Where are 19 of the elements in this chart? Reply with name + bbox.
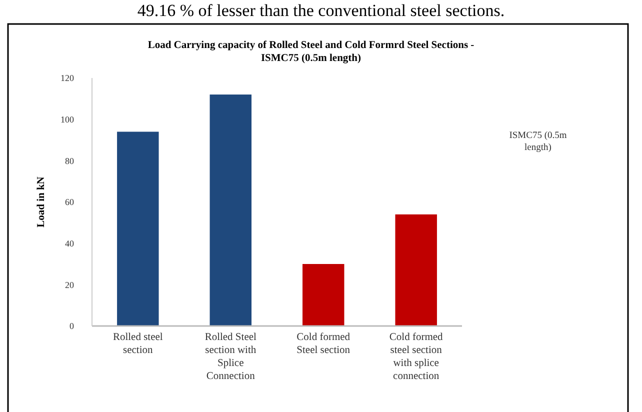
x-tick-label: Cold formed steel section with splice connection [389, 332, 444, 382]
text: 49.16 % of lesser than the conventional steel sections. [137, 1, 505, 20]
y-tick-label: 40 [65, 238, 74, 248]
y-axis-title: Load in kN [36, 176, 47, 228]
x-tick-label: Cold formed Steel section [296, 332, 351, 356]
bar [210, 94, 252, 326]
y-tick-label: 120 [60, 73, 74, 84]
bar [302, 264, 344, 326]
chart-title: Load Carrying capacity of Rolled Steel and Cold Formrd Steel Sections - ISMC75 (0.5m length) [148, 40, 475, 64]
y-tick-label: 20 [65, 280, 74, 290]
x-tick-label: Rolled steel section [112, 332, 163, 356]
bar [395, 214, 437, 326]
bar [117, 132, 159, 326]
text: ISMC75 (0.5m length) [509, 131, 568, 153]
y-tick-label: 60 [65, 197, 74, 208]
x-tick-label: Rolled Steel section with Splice Connection [204, 332, 257, 382]
y-tick-label: 80 [65, 156, 74, 166]
y-tick-label: 100 [60, 114, 74, 124]
y-tick-label: 0 [70, 321, 74, 332]
